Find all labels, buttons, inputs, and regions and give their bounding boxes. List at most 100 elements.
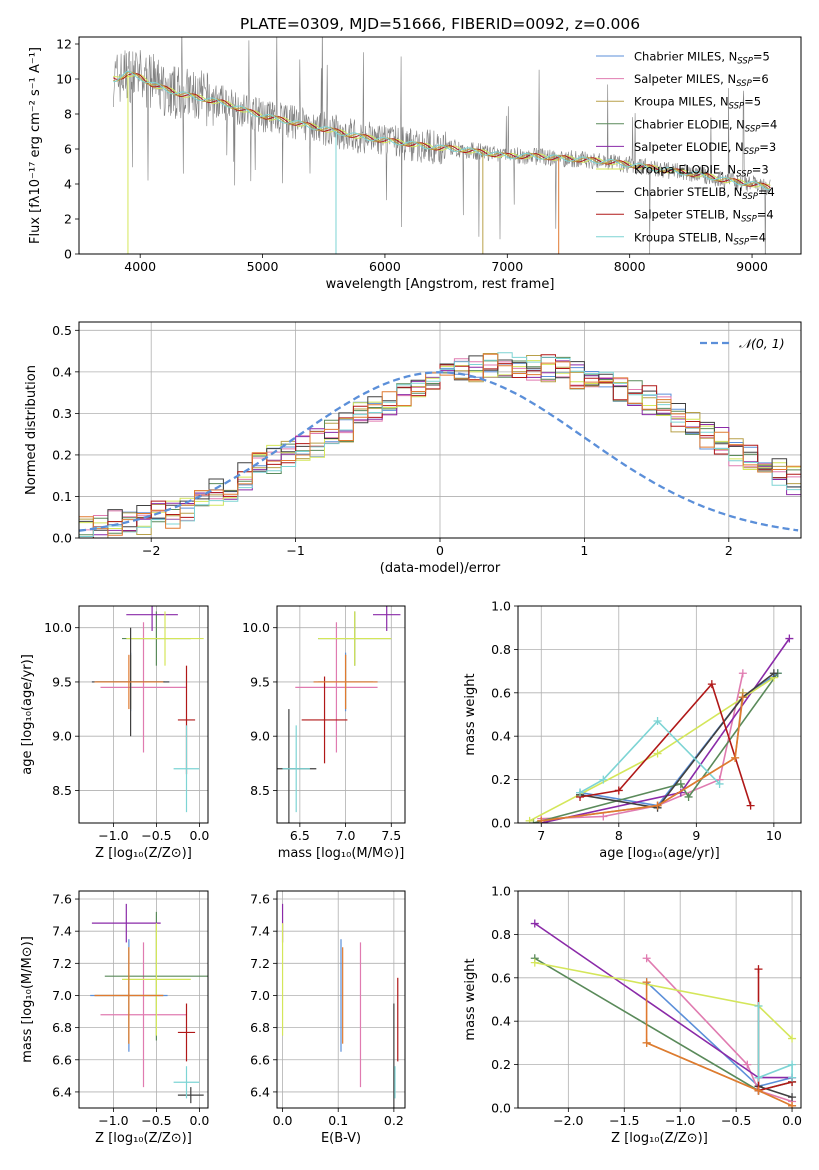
- x-axis-label: Z [log₁₀(Z/Z⊙)]: [611, 1131, 708, 1146]
- y-tick-label: 0.8: [491, 927, 511, 942]
- x-tick-label: 0.0: [189, 828, 209, 843]
- model-spectrum: [113, 70, 771, 191]
- y-tick-label: 10.0: [44, 620, 72, 635]
- y-tick-label: 0.0: [52, 531, 72, 546]
- y-tick-label: 7.0: [52, 988, 72, 1003]
- legend-entry: Kroupa STELIB, NSSP=4: [634, 230, 766, 247]
- y-axis-label: Normed distribution: [24, 365, 39, 495]
- x-axis-label: wavelength [Angstrom, rest frame]: [326, 277, 555, 292]
- weight-vs-age-panel: 7 8 9 10 0.0 0.2 0.4 0.6 0.8 1.0 age [log₁₀(age/yr…: [463, 599, 802, 861]
- legend-eq: =4: [749, 230, 766, 244]
- y-axis-label: mass weight: [463, 958, 478, 1040]
- residual-histogram: [79, 353, 801, 538]
- y-tick-label: 2: [64, 212, 72, 227]
- legend-eq: =3: [759, 140, 776, 154]
- legend-sub: SSP: [742, 192, 758, 202]
- legend-entry: Salpeter STELIB, NSSP=4: [634, 208, 774, 225]
- weight-marker: [653, 749, 662, 758]
- x-tick-label: −1.5: [609, 1113, 639, 1128]
- x-tick-label: 4000: [124, 259, 156, 274]
- residual-histogram: [79, 352, 801, 537]
- x-tick-label: −2.0: [553, 1113, 583, 1128]
- y-tick-label: 0.8: [491, 642, 511, 657]
- weight-marker: [738, 693, 747, 702]
- legend-entry: Salpeter ELODIE, NSSP=3: [634, 140, 776, 157]
- axes-frame: [78, 36, 802, 255]
- weight-marker: [707, 680, 716, 689]
- weight-marker: [788, 1101, 797, 1108]
- weight-line: [757, 969, 793, 1092]
- residual-histogram: [79, 353, 801, 536]
- weight-line: [534, 961, 793, 1040]
- legend-name: Kroupa ELODIE, N: [634, 163, 736, 177]
- weight-marker: [769, 669, 778, 678]
- weight-marker: [788, 1073, 797, 1082]
- legend-sub: SSP: [734, 237, 750, 247]
- axes-frame: [276, 890, 406, 1109]
- y-tick-label: 8: [64, 107, 72, 122]
- legend-sub: SSP: [736, 170, 752, 180]
- weight-marker: [715, 779, 724, 788]
- residual-histogram: [79, 362, 801, 538]
- mass-vs-ebv-panel: 0.0 0.1 0.2 6.4 6.6 6.8 7.0 7.2 7.4 7.6 E(B-V): [250, 890, 406, 1146]
- x-tick-label: 6.5: [290, 828, 310, 843]
- y-tick-label: 0.0: [491, 816, 511, 831]
- x-tick-label: 0.2: [384, 1113, 404, 1128]
- weight-marker: [754, 1073, 763, 1082]
- y-tick-label: 8.5: [250, 783, 270, 798]
- y-tick-label: 0.3: [52, 406, 72, 421]
- axes-frame: [276, 605, 406, 824]
- axes-frame: [517, 890, 802, 1109]
- legend-sub: SSP: [736, 79, 752, 89]
- plot-area: [91, 606, 204, 813]
- x-tick-label: −0.5: [141, 1113, 171, 1128]
- x-tick-label: −1: [286, 543, 304, 558]
- weight-marker: [684, 792, 693, 801]
- x-tick-label: 8000: [614, 259, 646, 274]
- x-tick-label: 0.0: [782, 1113, 802, 1128]
- y-tick-label: 0.4: [491, 1014, 511, 1029]
- x-axis-label: Z [log₁₀(Z/Z⊙)]: [95, 1131, 192, 1146]
- weight-marker: [653, 717, 662, 726]
- x-tick-label: 9: [692, 828, 700, 843]
- axes-frame: [78, 605, 209, 824]
- plot-area: [525, 634, 794, 823]
- weight-line: [541, 696, 744, 822]
- y-tick-label: 0.4: [491, 729, 511, 744]
- weight-marker: [530, 958, 539, 967]
- legend-entry: Kroupa MILES, NSSP=5: [634, 95, 761, 112]
- weight-marker: [653, 801, 662, 810]
- weight-marker: [530, 919, 539, 928]
- weight-marker: [614, 786, 623, 795]
- x-tick-label: 0.0: [273, 1113, 293, 1128]
- legend-eq: =5: [753, 50, 770, 64]
- y-tick-label: 9.5: [250, 674, 270, 689]
- legend-entry: Chabrier MILES, NSSP=5: [634, 50, 770, 67]
- data-spectrum: [113, 37, 771, 254]
- y-tick-label: 7.4: [250, 924, 270, 939]
- y-tick-label: 10: [56, 72, 72, 87]
- legend-name: Chabrier MILES, N: [634, 50, 737, 64]
- y-tick-label: 4: [64, 177, 72, 192]
- x-axis-label: mass [log₁₀(M/M⊙)]: [278, 846, 405, 861]
- y-axis-label: age [log₁₀(age/yr)]: [20, 654, 35, 775]
- weight-marker: [642, 978, 651, 987]
- x-tick-label: −0.5: [721, 1113, 751, 1128]
- weight-marker: [743, 1060, 752, 1069]
- legend-eq: =4: [758, 185, 775, 199]
- legend-sub: SSP: [745, 124, 761, 134]
- weight-line: [541, 673, 744, 820]
- y-tick-label: 6.8: [250, 1020, 270, 1035]
- x-axis-label: age [log₁₀(age/yr)]: [599, 846, 720, 861]
- residual-histogram: [79, 358, 801, 531]
- residual-histogram: [79, 356, 801, 536]
- legend-sub: SSP: [737, 57, 753, 67]
- y-tick-label: 7.2: [52, 956, 72, 971]
- weight-line: [579, 719, 721, 794]
- weight-marker: [642, 954, 651, 963]
- y-tick-label: 8.5: [52, 783, 72, 798]
- weight-marker: [738, 669, 747, 678]
- legend-name: Salpeter MILES, N: [634, 72, 736, 86]
- legend-name: Kroupa STELIB, N: [634, 230, 734, 244]
